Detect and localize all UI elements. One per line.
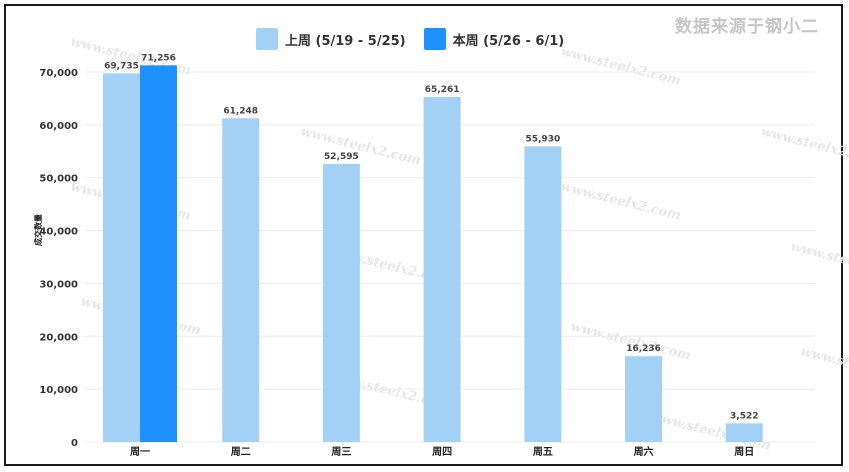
bar-last-week [222,118,260,443]
source-note: 数据来源于钢小二 [675,17,819,37]
y-tick-label: 10,000 [39,385,78,396]
x-tick-label: 周六 [634,445,654,458]
legend-item-this-week: 本周 (5/26 - 6/1) [423,28,565,50]
y-tick-label: 20,000 [39,332,78,343]
watermark-text: www.steelx2.com [799,344,849,388]
bar-last-week [423,97,461,442]
watermark-text: www.steelx2.com [559,44,682,88]
data-label: 55,930 [525,134,560,144]
chart-legend: 上周 (5/19 - 5/25) 本周 (5/26 - 6/1) [256,28,564,50]
bar-last-week [524,146,562,442]
legend-item-last-week: 上周 (5/19 - 5/25) [256,28,406,50]
data-label: 3,522 [730,411,758,421]
legend-label-this-week: 本周 (5/26 - 6/1) [452,33,565,49]
watermark-text: www.steelx2.com [789,239,849,283]
data-label: 61,248 [223,106,258,116]
bar-last-week [725,423,763,442]
legend-label-last-week: 上周 (5/19 - 5/25) [285,33,406,49]
watermark-text: www.steelx2.com [299,124,422,168]
y-tick-label: 70,000 [39,68,78,79]
y-tick-label: 50,000 [39,174,78,185]
data-label: 65,261 [425,85,460,95]
y-tick-label: 40,000 [39,227,78,238]
legend-swatch-last-week [256,28,278,50]
x-tick-label: 周四 [432,446,452,458]
data-label: 71,256 [141,53,176,63]
data-label: 16,236 [626,344,661,354]
bar-this-week [140,65,177,442]
bar-last-week [625,356,663,442]
watermark-text: www.steelx2.com [759,124,849,168]
x-tick-label: 周三 [331,446,351,458]
x-tick-label: 周日 [734,446,754,458]
y-tick-label: 0 [71,438,78,449]
data-label: 52,595 [324,152,359,162]
legend-swatch-this-week [423,28,446,50]
x-tick-label: 周五 [533,446,553,458]
x-tick-label: 周二 [231,446,251,458]
watermark-text: www.steelx2.com [559,179,682,223]
x-tick-label: 周一 [130,446,150,458]
bar-last-week [103,73,140,443]
y-tick-label: 30,000 [39,279,78,290]
bar-last-week [322,163,360,442]
y-tick-label: 60,000 [39,121,78,132]
data-label: 69,735 [104,61,139,71]
